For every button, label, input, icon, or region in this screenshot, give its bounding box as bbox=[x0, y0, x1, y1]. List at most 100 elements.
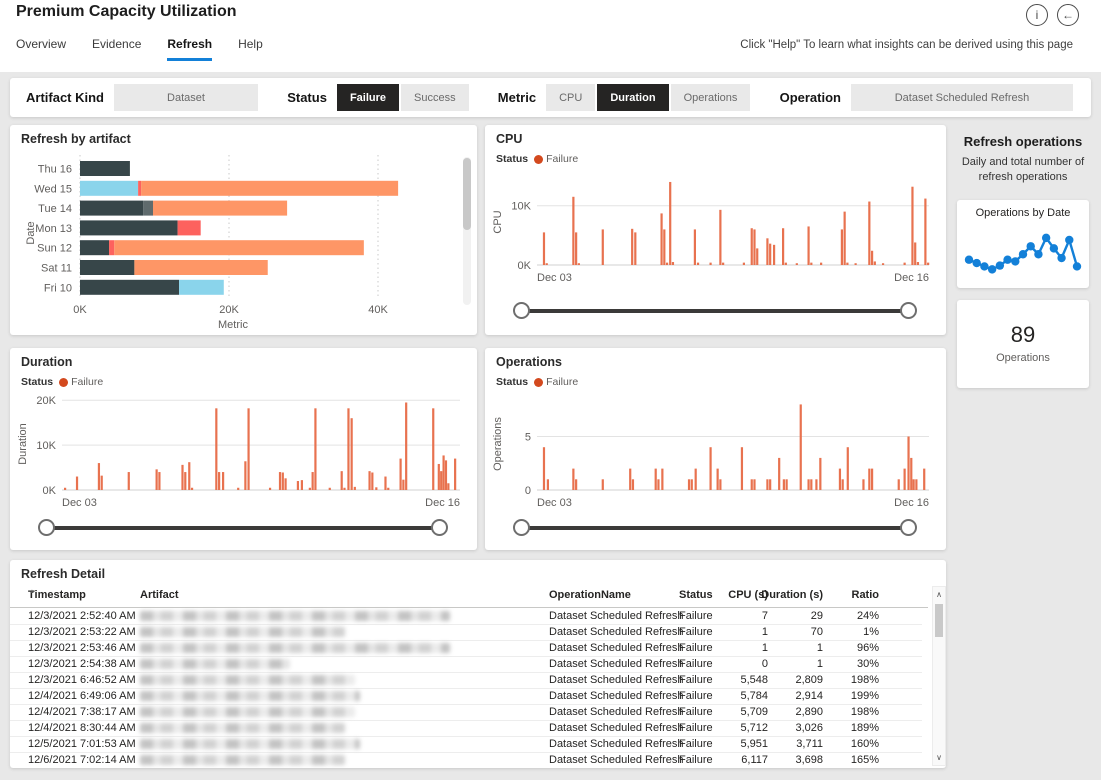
cell-timestamp: 12/3/2021 2:53:46 AM bbox=[28, 642, 136, 654]
table-row[interactable]: 12/5/2021 7:01:53 AM Dataset Scheduled Re… bbox=[10, 736, 922, 753]
table-row[interactable]: 12/3/2021 2:52:40 AM Dataset Scheduled Re… bbox=[10, 608, 922, 625]
table-row[interactable]: 12/4/2021 8:30:44 AM Dataset Scheduled Re… bbox=[10, 720, 922, 737]
filter-options-status: Failure Success bbox=[336, 84, 471, 111]
slider-handle-left[interactable] bbox=[513, 302, 530, 319]
operations-count-card: 89 Operations bbox=[957, 300, 1089, 388]
slider-handle-left[interactable] bbox=[513, 519, 530, 536]
chart-scrollbar[interactable] bbox=[463, 157, 471, 305]
table-scrollbar-thumb[interactable] bbox=[935, 604, 943, 637]
scroll-down-icon[interactable]: ∨ bbox=[936, 753, 942, 762]
tab-overview[interactable]: Overview bbox=[16, 37, 67, 51]
cell-artifact-redacted bbox=[140, 659, 290, 669]
chart-title-operations: Operations bbox=[496, 355, 562, 369]
table-row[interactable]: 12/3/2021 6:46:52 AM Dataset Scheduled Re… bbox=[10, 672, 922, 689]
cell-duration-seconds: 3,711 bbox=[796, 738, 823, 750]
info-icon-glyph: i bbox=[1035, 8, 1039, 22]
table-row[interactable]: 12/4/2021 7:38:17 AM Dataset Scheduled Re… bbox=[10, 704, 922, 721]
cell-ratio: 165% bbox=[850, 754, 879, 766]
legend-label: Status bbox=[496, 376, 529, 388]
col-header-timestamp[interactable]: Timestamp bbox=[28, 589, 86, 601]
failure-dot-icon bbox=[59, 377, 69, 387]
table-row[interactable]: 12/4/2021 6:49:06 AM Dataset Scheduled Re… bbox=[10, 688, 922, 705]
filter-button-cpu[interactable]: CPU bbox=[546, 84, 596, 111]
table-row[interactable]: 12/6/2021 7:02:14 AM Dataset Scheduled Re… bbox=[10, 752, 922, 768]
cell-operation-name: Dataset Scheduled Refresh bbox=[549, 626, 684, 638]
tab-bar: Overview Evidence Refresh Help bbox=[16, 37, 263, 61]
cell-cpu-seconds: 5,548 bbox=[740, 674, 768, 686]
col-header-operationname[interactable]: OperationName bbox=[549, 589, 631, 601]
failure-dot-icon bbox=[534, 154, 544, 164]
col-header-status[interactable]: Status bbox=[679, 589, 713, 601]
back-icon-glyph: ← bbox=[1062, 8, 1074, 22]
cell-status: Failure bbox=[679, 706, 713, 718]
cell-status: Failure bbox=[679, 626, 713, 638]
filter-button-dataset-scheduled-refresh[interactable]: Dataset Scheduled Refresh bbox=[850, 84, 1073, 111]
cell-ratio: 199% bbox=[850, 690, 879, 702]
refresh-by-artifact-chart: 0K 20K 40K Thu 16 Wed 15 Tue 14 Mon 13 Sun 12 Sa… bbox=[25, 155, 399, 331]
cell-operation-name: Dataset Scheduled Refresh bbox=[549, 658, 684, 670]
filter-button-operations[interactable]: Operations bbox=[670, 84, 751, 111]
col-header-duration[interactable]: Duration (s) bbox=[761, 589, 823, 601]
cell-artifact-redacted bbox=[140, 691, 360, 701]
tab-refresh[interactable]: Refresh bbox=[167, 37, 213, 61]
filter-label-operation: Operation bbox=[779, 90, 841, 105]
legend-label: Status bbox=[21, 376, 54, 388]
cell-ratio: 24% bbox=[856, 610, 879, 622]
operations-time-range-slider[interactable] bbox=[513, 518, 917, 538]
cell-timestamp: 12/3/2021 2:54:38 AM bbox=[28, 658, 136, 670]
cpu-card: CPU Status Failure 0K 10K Dec 03 Dec 16 CPU bbox=[485, 125, 946, 335]
sort-ascending-icon[interactable]: ▲ bbox=[29, 589, 35, 595]
legend-entry: Failure bbox=[546, 153, 579, 165]
col-header-ratio[interactable]: Ratio bbox=[851, 589, 880, 601]
slider-handle-right[interactable] bbox=[900, 519, 917, 536]
table-row[interactable]: 12/3/2021 2:53:46 AM Dataset Scheduled Re… bbox=[10, 640, 922, 657]
page-title: Premium Capacity Utilization bbox=[16, 3, 237, 20]
scroll-up-icon[interactable]: ∧ bbox=[936, 590, 942, 599]
slider-handle-right[interactable] bbox=[900, 302, 917, 319]
filter-button-duration[interactable]: Duration bbox=[597, 84, 669, 111]
filter-options-metric: CPU Duration Operations bbox=[546, 84, 752, 111]
cell-artifact-redacted bbox=[140, 675, 355, 685]
svg-text:0K: 0K bbox=[518, 260, 532, 272]
info-icon[interactable]: i bbox=[1026, 4, 1048, 26]
cell-status: Failure bbox=[679, 754, 713, 766]
cell-duration-seconds: 3,026 bbox=[795, 722, 823, 734]
cell-artifact-redacted bbox=[140, 643, 450, 653]
slider-track bbox=[46, 526, 440, 530]
back-icon[interactable]: ← bbox=[1057, 4, 1079, 26]
col-header-artifact[interactable]: Artifact bbox=[140, 589, 179, 601]
cell-timestamp: 12/3/2021 2:53:22 AM bbox=[28, 626, 136, 638]
svg-text:40K: 40K bbox=[368, 304, 388, 316]
cpu-chart: 0K 10K Dec 03 Dec 16 CPU bbox=[492, 181, 930, 284]
filter-button-failure[interactable]: Failure bbox=[336, 84, 400, 111]
table-row[interactable]: 12/3/2021 2:54:38 AM Dataset Scheduled Re… bbox=[10, 656, 922, 673]
filter-label-status: Status bbox=[287, 90, 327, 105]
cell-status: Failure bbox=[679, 658, 713, 670]
duration-time-range-slider[interactable] bbox=[38, 518, 448, 538]
tab-help[interactable]: Help bbox=[238, 37, 263, 51]
filter-group-artifact-kind: Artifact Kind Dataset bbox=[26, 84, 260, 111]
tab-evidence[interactable]: Evidence bbox=[92, 37, 142, 51]
table-scrollbar[interactable]: ∧ ∨ bbox=[932, 586, 946, 766]
cell-ratio: 160% bbox=[850, 738, 879, 750]
cell-ratio: 30% bbox=[856, 658, 879, 670]
filter-button-success[interactable]: Success bbox=[401, 84, 469, 111]
chart-scrollbar-thumb[interactable] bbox=[463, 158, 471, 230]
cell-status: Failure bbox=[679, 690, 713, 702]
cpu-time-range-slider[interactable] bbox=[513, 301, 917, 321]
svg-text:Sun 12: Sun 12 bbox=[37, 243, 72, 255]
svg-text:0K: 0K bbox=[43, 485, 57, 497]
slider-handle-left[interactable] bbox=[38, 519, 55, 536]
table-row[interactable]: 12/3/2021 2:53:22 AM Dataset Scheduled Re… bbox=[10, 624, 922, 641]
slider-handle-right[interactable] bbox=[431, 519, 448, 536]
table-title: Refresh Detail bbox=[21, 567, 106, 581]
svg-text:CPU: CPU bbox=[492, 210, 504, 233]
col-header-cpu[interactable]: CPU (s) bbox=[728, 589, 768, 601]
filter-label-metric: Metric bbox=[497, 90, 537, 105]
filter-button-dataset[interactable]: Dataset bbox=[114, 84, 258, 111]
svg-text:Date: Date bbox=[25, 221, 37, 244]
filter-label-artifact-kind: Artifact Kind bbox=[26, 90, 104, 105]
cell-ratio: 96% bbox=[856, 642, 879, 654]
svg-text:Operations: Operations bbox=[492, 417, 504, 471]
filter-group-operation: Operation Dataset Scheduled Refresh bbox=[780, 84, 1075, 111]
